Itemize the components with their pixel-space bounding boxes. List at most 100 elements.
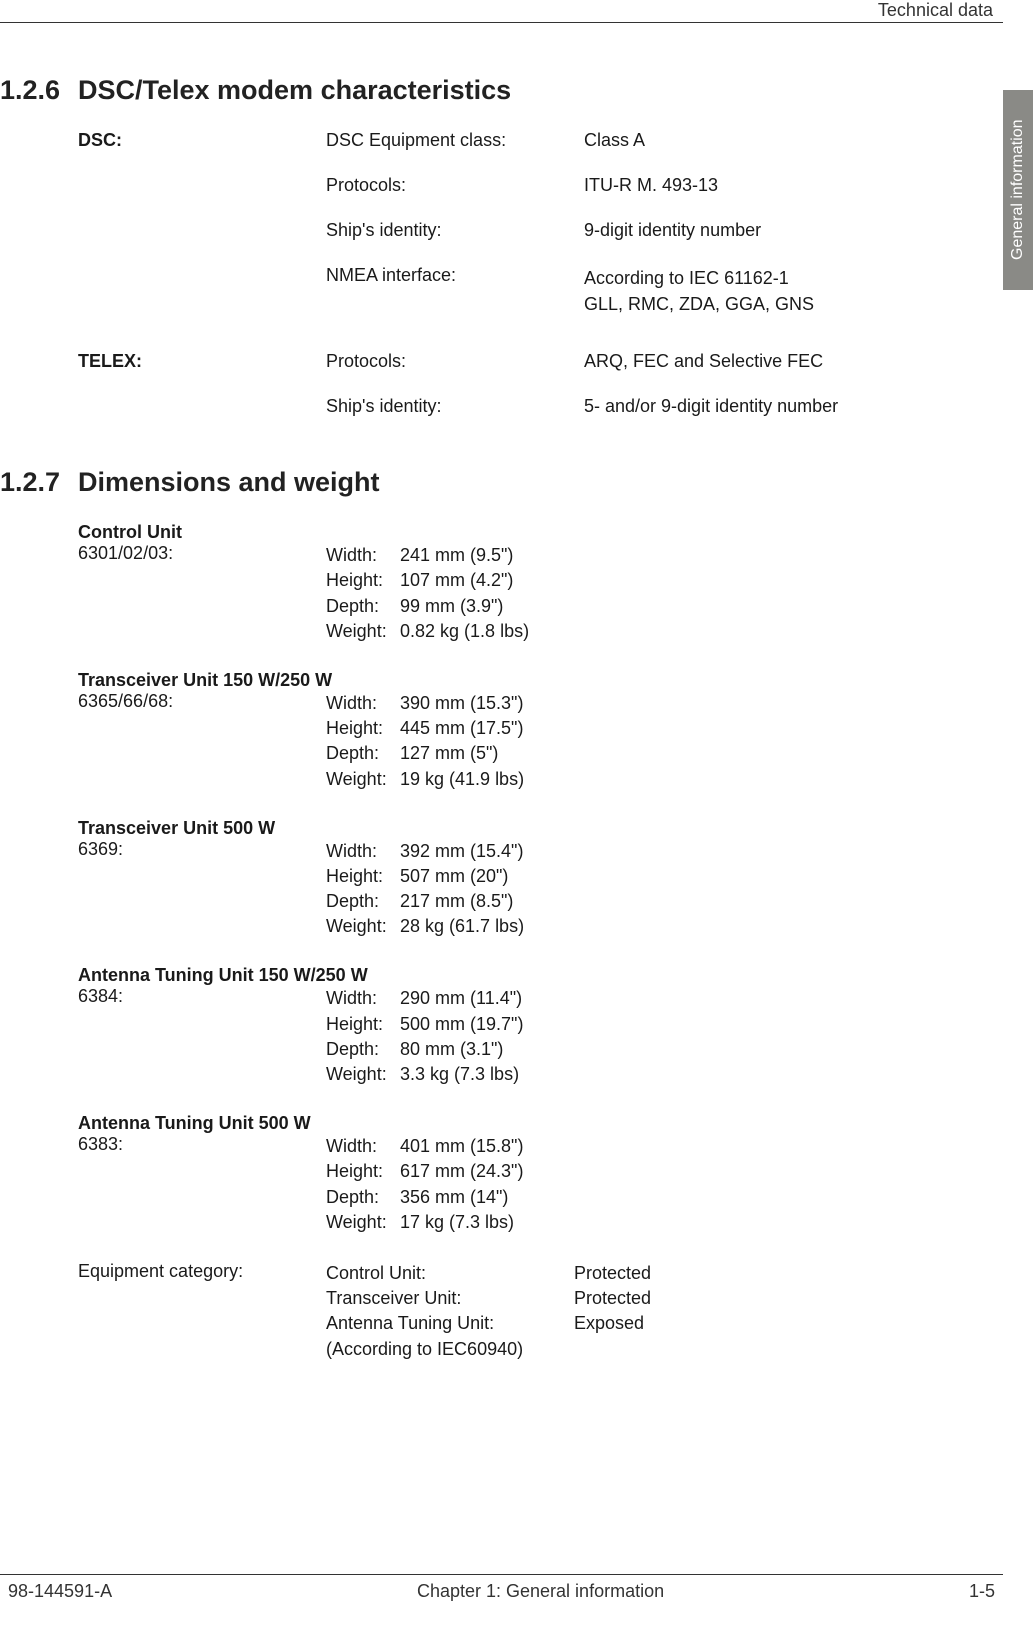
unit-block: Transceiver Unit 500 W6369:Width:392 mm … [78,818,998,940]
unit-block: Transceiver Unit 150 W/250 W6365/66/68:W… [78,670,998,792]
dim-value: 356 mm (14") [400,1185,998,1210]
spec-key: Protocols: [326,351,584,372]
dim-row: Width:241 mm (9.5") [326,543,998,568]
dim-row: Width:290 mm (11.4") [326,986,998,1011]
dim-value: 107 mm (4.2") [400,568,998,593]
dim-row: Weight:3.3 kg (7.3 lbs) [326,1062,998,1087]
unit-name: Antenna Tuning Unit 500 W [78,1113,998,1134]
spec-value: ITU-R M. 493-13 [584,175,998,196]
unit-model: 6383: [78,1134,326,1235]
dim-row: Depth:217 mm (8.5") [326,889,998,914]
dim-key: Depth: [326,889,400,914]
section-title: DSC/Telex modem characteristics [78,75,511,106]
footer: 98-144591-A Chapter 1: General informati… [0,1574,1003,1602]
header-rule [0,22,1003,23]
dim-key: Depth: [326,1037,400,1062]
dim-value: 127 mm (5") [400,741,998,766]
unit-block: Antenna Tuning Unit 500 W6383:Width:401 … [78,1113,998,1235]
unit-name: Transceiver Unit 150 W/250 W [78,670,998,691]
dim-row: Height:445 mm (17.5") [326,716,998,741]
dim-key: Height: [326,716,400,741]
dim-value: 617 mm (24.3") [400,1159,998,1184]
dim-row: Depth:99 mm (3.9") [326,594,998,619]
dim-key: Weight: [326,1062,400,1087]
dim-value: 241 mm (9.5") [400,543,998,568]
dim-key: Height: [326,864,400,889]
spec-value: 5- and/or 9-digit identity number [584,396,998,417]
dim-value: 401 mm (15.8") [400,1134,998,1159]
unit-model: 6369: [78,839,326,940]
dim-row: Weight:0.82 kg (1.8 lbs) [326,619,998,644]
dim-row: Height:617 mm (24.3") [326,1159,998,1184]
category-row: Control Unit: Protected [326,1261,998,1286]
dim-key: Width: [326,986,400,1011]
dim-value: 392 mm (15.4") [400,839,998,864]
dim-row: Height:107 mm (4.2") [326,568,998,593]
page: Technical data General information 1.2.6… [0,0,1033,1630]
dim-key: Weight: [326,1210,400,1235]
telex-block: TELEX: Protocols: ARQ, FEC and Selective… [78,351,998,417]
dsc-block: DSC: DSC Equipment class: Class A Protoc… [78,130,998,317]
unit-model: 6384: [78,986,326,1087]
section-title: Dimensions and weight [78,467,380,498]
dim-key: Weight: [326,767,400,792]
dim-value: 19 kg (41.9 lbs) [400,767,998,792]
dim-key: Width: [326,691,400,716]
dim-value: 80 mm (3.1") [400,1037,998,1062]
dim-value: 445 mm (17.5") [400,716,998,741]
dim-key: Height: [326,1159,400,1184]
dim-value: 507 mm (20") [400,864,998,889]
dim-row: Width:392 mm (15.4") [326,839,998,864]
dim-value: 290 mm (11.4") [400,986,998,1011]
header-right: Technical data [878,0,993,21]
dim-value: 0.82 kg (1.8 lbs) [400,619,998,644]
dim-key: Depth: [326,1185,400,1210]
dim-key: Width: [326,1134,400,1159]
dim-row: Weight:19 kg (41.9 lbs) [326,767,998,792]
footer-left: 98-144591-A [8,1581,112,1602]
category-label: Equipment category: [78,1261,326,1362]
content-area: 1.2.6 DSC/Telex modem characteristics DS… [0,75,998,1388]
dim-row: Height:500 mm (19.7") [326,1012,998,1037]
section-heading-2: 1.2.7 Dimensions and weight [0,467,998,498]
dim-row: Depth:127 mm (5") [326,741,998,766]
footer-right: 1-5 [969,1581,995,1602]
spec-row: Ship's identity: 9-digit identity number [78,220,998,241]
dim-key: Weight: [326,619,400,644]
unit-model: 6301/02/03: [78,543,326,644]
section-heading-1: 1.2.6 DSC/Telex modem characteristics [0,75,998,106]
category-row: (According to IEC60940) [326,1337,998,1362]
dim-row: Weight:28 kg (61.7 lbs) [326,914,998,939]
dim-row: Depth:80 mm (3.1") [326,1037,998,1062]
dim-row: Weight:17 kg (7.3 lbs) [326,1210,998,1235]
dim-row: Width:390 mm (15.3") [326,691,998,716]
dim-value: 217 mm (8.5") [400,889,998,914]
section-number: 1.2.6 [0,75,78,106]
footer-center: Chapter 1: General information [417,1581,664,1602]
unit-name: Antenna Tuning Unit 150 W/250 W [78,965,998,986]
dim-row: Width:401 mm (15.8") [326,1134,998,1159]
dim-value: 390 mm (15.3") [400,691,998,716]
spec-group-label: TELEX: [78,351,326,372]
category-row: Transceiver Unit: Protected [326,1286,998,1311]
dim-value: 3.3 kg (7.3 lbs) [400,1062,998,1087]
spec-row: Protocols: ITU-R M. 493-13 [78,175,998,196]
side-tab: General information [1003,90,1033,290]
section-number: 1.2.7 [0,467,78,498]
unit-block: Antenna Tuning Unit 150 W/250 W6384:Widt… [78,965,998,1087]
dim-key: Depth: [326,594,400,619]
spec-value: According to IEC 61162-1 GLL, RMC, ZDA, … [584,265,998,317]
footer-rule [0,1574,1003,1575]
spec-key: NMEA interface: [326,265,584,317]
dim-value: 28 kg (61.7 lbs) [400,914,998,939]
equipment-category-block: Equipment category: Control Unit: Protec… [78,1261,998,1362]
dim-row: Height:507 mm (20") [326,864,998,889]
spec-value: 9-digit identity number [584,220,998,241]
unit-name: Transceiver Unit 500 W [78,818,998,839]
unit-model: 6365/66/68: [78,691,326,792]
spec-row: NMEA interface: According to IEC 61162-1… [78,265,998,317]
spec-group-label: DSC: [78,130,326,151]
dim-value: 99 mm (3.9") [400,594,998,619]
unit-block: Control Unit6301/02/03:Width:241 mm (9.5… [78,522,998,644]
spec-value: ARQ, FEC and Selective FEC [584,351,998,372]
